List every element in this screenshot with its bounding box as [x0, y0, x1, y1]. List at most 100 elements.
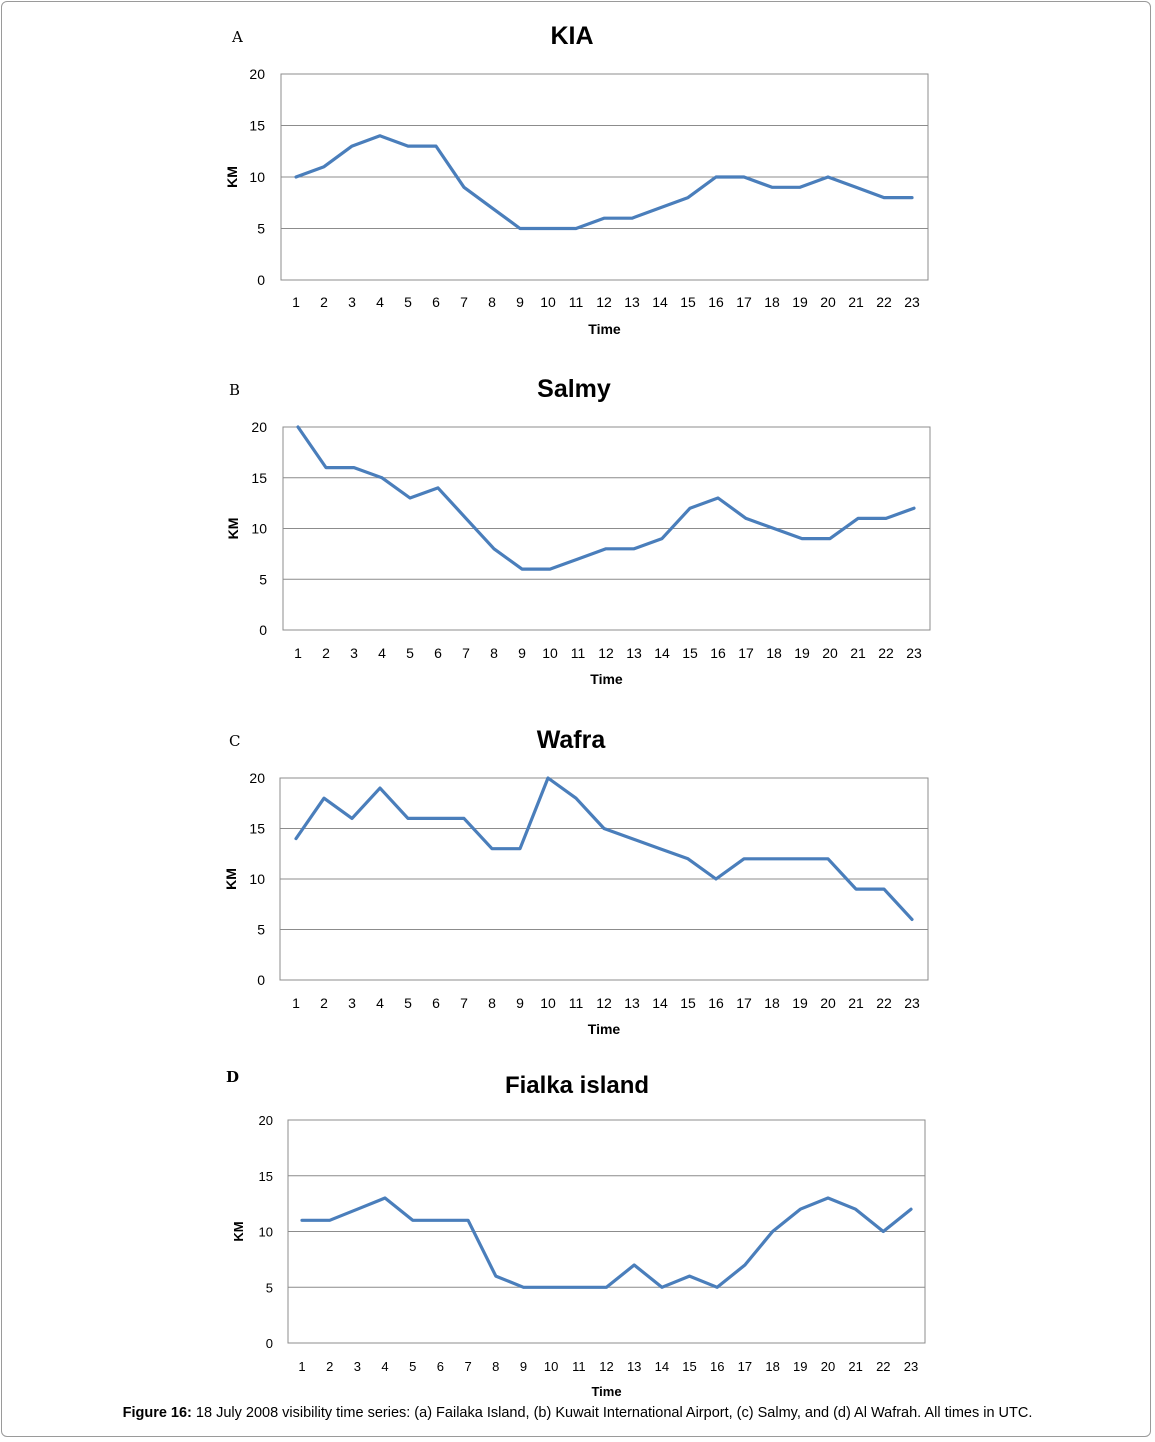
x-tick-label: 4	[376, 294, 384, 310]
panel-letter: B	[229, 381, 241, 399]
x-tick-label: 5	[409, 1359, 416, 1374]
x-tick-label: 10	[540, 294, 556, 310]
x-tick-label: 14	[654, 645, 670, 661]
x-tick-label: 18	[764, 294, 780, 310]
y-tick-label: 0	[266, 1336, 273, 1351]
x-tick-label: 14	[652, 995, 668, 1011]
x-tick-label: 3	[354, 1359, 361, 1374]
x-tick-label: 16	[710, 645, 726, 661]
y-tick-label: 10	[249, 871, 265, 887]
x-tick-label: 21	[848, 294, 864, 310]
x-axis-label: Time	[588, 1021, 621, 1037]
x-tick-label: 18	[766, 645, 782, 661]
x-tick-label: 8	[490, 645, 498, 661]
x-tick-label: 11	[571, 645, 586, 661]
y-axis-label: KM	[231, 1221, 246, 1241]
x-tick-label: 9	[516, 294, 524, 310]
y-tick-label: 20	[249, 66, 265, 82]
x-tick-label: 9	[518, 645, 526, 661]
x-tick-label: 22	[878, 645, 894, 661]
x-tick-label: 7	[460, 995, 468, 1011]
panel-letter: A	[232, 28, 243, 46]
x-tick-label: 12	[596, 294, 612, 310]
x-tick-label: 21	[848, 1359, 862, 1374]
series-line	[296, 425, 916, 571]
x-tick-label: 13	[627, 1359, 641, 1374]
x-tick-label: 13	[624, 294, 640, 310]
x-tick-label: 7	[460, 294, 468, 310]
x-tick-label: 5	[406, 645, 414, 661]
x-tick-label: 11	[572, 1359, 586, 1374]
y-tick-label: 5	[257, 922, 265, 938]
x-tick-label: 15	[680, 995, 696, 1011]
y-tick-label: 15	[249, 118, 265, 134]
y-axis-label: KM	[225, 518, 241, 540]
x-tick-label: 11	[569, 294, 584, 310]
x-tick-label: 16	[708, 294, 724, 310]
x-tick-label: 20	[821, 1359, 835, 1374]
x-tick-label: 1	[292, 995, 300, 1011]
x-tick-label: 22	[876, 995, 892, 1011]
x-tick-label: 22	[876, 1359, 890, 1374]
x-axis-label: Time	[588, 321, 621, 337]
series-line	[294, 134, 914, 231]
x-tick-label: 2	[322, 645, 330, 661]
x-tick-label: 17	[736, 294, 752, 310]
y-tick-label: 5	[257, 221, 265, 237]
caption-label: Figure 16:	[122, 1405, 192, 1421]
chart-panel-a: A 0 5 10 15 20 1 2 3 4 5 6 7 8 9 10 11 12 13 14 15 16 17 18 19 2…	[0, 0, 1155, 350]
x-tick-label: 12	[599, 1359, 613, 1374]
x-tick-label: 20	[820, 294, 836, 310]
panel-letter: D	[226, 1068, 240, 1086]
x-tick-label: 10	[544, 1359, 558, 1374]
y-axis-label: KM	[224, 166, 240, 188]
x-tick-label: 23	[904, 1359, 918, 1374]
x-tick-label: 17	[738, 1359, 752, 1374]
x-tick-label: 12	[598, 645, 614, 661]
x-tick-label: 14	[652, 294, 668, 310]
x-tick-label: 1	[294, 645, 302, 661]
y-tick-label: 20	[259, 1113, 273, 1128]
y-tick-label: 20	[249, 770, 265, 786]
y-tick-label: 20	[251, 419, 267, 435]
y-tick-label: 5	[259, 571, 267, 587]
x-tick-label: 23	[904, 995, 920, 1011]
x-tick-label: 5	[404, 294, 412, 310]
x-tick-label: 13	[624, 995, 640, 1011]
x-axis-label: Time	[591, 1384, 621, 1399]
x-tick-label: 11	[569, 995, 584, 1011]
chart-title: Wafra	[537, 726, 607, 754]
y-tick-label: 0	[259, 622, 267, 638]
chart-title: Salmy	[537, 375, 611, 403]
x-tick-label: 3	[350, 645, 358, 661]
y-tick-label: 0	[257, 972, 265, 988]
x-tick-label: 15	[682, 645, 698, 661]
y-tick-label: 15	[251, 470, 267, 486]
x-axis-label: Time	[590, 671, 623, 687]
x-tick-label: 18	[764, 995, 780, 1011]
x-tick-label: 23	[904, 294, 920, 310]
x-tick-label: 21	[848, 995, 864, 1011]
x-tick-label: 14	[655, 1359, 669, 1374]
chart-title: KIA	[550, 22, 593, 50]
x-tick-label: 16	[708, 995, 724, 1011]
x-tick-label: 3	[348, 995, 356, 1011]
x-tick-label: 2	[320, 294, 328, 310]
chart-panel-d: D 0 5 10 15 20 1 2 3 4 5 6 7 8 9 10 11 12 13 14 15 16 17 18 19 2…	[226, 1068, 926, 1399]
y-tick-label: 10	[251, 521, 267, 537]
x-tick-label: 23	[906, 645, 922, 661]
x-tick-label: 9	[520, 1359, 527, 1374]
x-tick-label: 6	[432, 995, 440, 1011]
figure-caption: Figure 16: 18 July 2008 visibility time …	[0, 1405, 1155, 1421]
chart-panel-b: B 0 5 10 15 20 1 2 3 4 5 6 7 8 9 10 11 12 13 14 15 16 17 18 19 2…	[0, 0, 1155, 700]
x-tick-label: 5	[404, 995, 412, 1011]
x-tick-label: 7	[462, 645, 470, 661]
x-tick-label: 6	[432, 294, 440, 310]
y-axis-label: KM	[223, 868, 239, 890]
x-tick-label: 13	[626, 645, 642, 661]
x-tick-label: 21	[850, 645, 866, 661]
x-tick-label: 20	[820, 995, 836, 1011]
